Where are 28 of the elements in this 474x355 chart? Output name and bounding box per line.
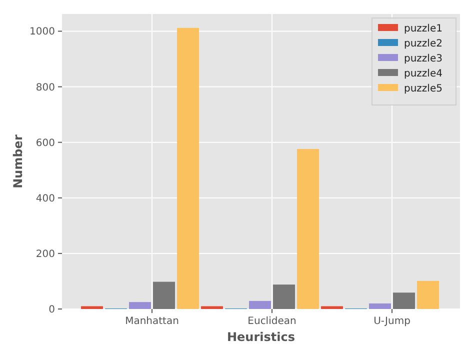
bar [81, 306, 103, 309]
x-axis-title: Heuristics [226, 330, 296, 344]
bar [393, 292, 415, 309]
y-tick-label: 200 [36, 248, 55, 260]
bar [201, 306, 223, 309]
legend-label: puzzle4 [404, 68, 442, 80]
bar [177, 28, 199, 309]
y-tick-label: 800 [36, 82, 55, 94]
bar [273, 284, 295, 309]
y-tick-label: 400 [36, 193, 55, 204]
legend-label: puzzle3 [404, 54, 442, 64]
x-tick-label: Euclidean [248, 316, 296, 327]
bar [321, 306, 343, 309]
y-tick-label: 0 [48, 304, 55, 316]
y-tick-label: 600 [36, 138, 55, 149]
bar [297, 149, 319, 309]
legend-label: puzzle2 [404, 38, 442, 50]
bar [153, 282, 175, 309]
legend-label: puzzle5 [404, 84, 442, 94]
bar [417, 280, 439, 309]
x-tick-label: Manhattan [125, 316, 179, 327]
bar [129, 302, 151, 309]
y-tick-label: 1000 [30, 26, 55, 38]
bar [249, 300, 271, 309]
bar [369, 303, 391, 309]
y-axis-title: Number [11, 134, 25, 188]
legend-label: puzzle1 [404, 24, 442, 34]
x-tick-label: U-Jump [374, 316, 410, 327]
